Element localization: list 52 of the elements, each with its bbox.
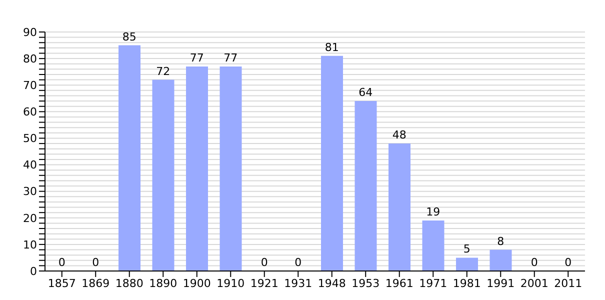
data-label: 0 [260,256,268,269]
bar [152,80,174,271]
bar [456,258,478,271]
x-tick-label: 1981 [452,276,481,290]
y-tick-label: 40 [23,158,37,172]
data-label: 48 [392,128,406,142]
y-tick-label: 90 [23,26,37,39]
bar [490,250,512,271]
data-label: 0 [92,256,100,269]
data-label: 77 [224,52,238,65]
y-tick-label: 20 [23,212,37,225]
data-label: 0 [564,256,572,269]
x-tick-label: 1869 [82,276,110,290]
x-tick-label: 1991 [486,276,515,290]
x-tick-label: 1910 [216,276,245,290]
bar [186,66,208,271]
bar [220,66,242,271]
x-tick-label: 2011 [554,276,582,290]
x-tick-label: 1900 [182,276,211,290]
data-label: 81 [324,40,339,54]
y-tick-label: 30 [23,185,37,198]
y-tick-label: 60 [23,106,37,119]
data-label: 72 [156,64,170,78]
y-tick-label: 70 [23,79,37,92]
x-tick-label: 2001 [520,276,548,290]
y-tick-label: 0 [30,264,37,278]
data-label: 5 [463,242,470,256]
y-tick-label: 10 [23,238,37,252]
x-tick-label: 1890 [149,276,178,290]
x-tick-label: 1880 [115,276,144,290]
x-tick-label: 1857 [48,276,76,290]
x-tick-label: 1921 [250,276,278,290]
bar [118,45,140,271]
data-label: 8 [497,234,504,248]
x-tick-label: 1961 [385,276,414,290]
x-tick-label: 1953 [352,276,380,290]
data-label: 77 [190,52,204,65]
data-label: 64 [358,86,373,100]
data-label: 85 [122,30,136,44]
bar [354,101,377,271]
x-tick-label: 1971 [419,276,448,290]
y-tick-label: 80 [23,52,37,66]
bar [422,220,444,271]
data-label: 0 [58,256,66,269]
bar [388,144,410,271]
bar [321,56,343,271]
x-tick-label: 1931 [284,276,312,290]
y-tick-label: 50 [23,132,37,146]
data-label: 0 [530,256,538,269]
x-tick-label: 1948 [318,276,346,290]
data-label: 19 [426,206,440,219]
data-label: 0 [294,256,302,269]
